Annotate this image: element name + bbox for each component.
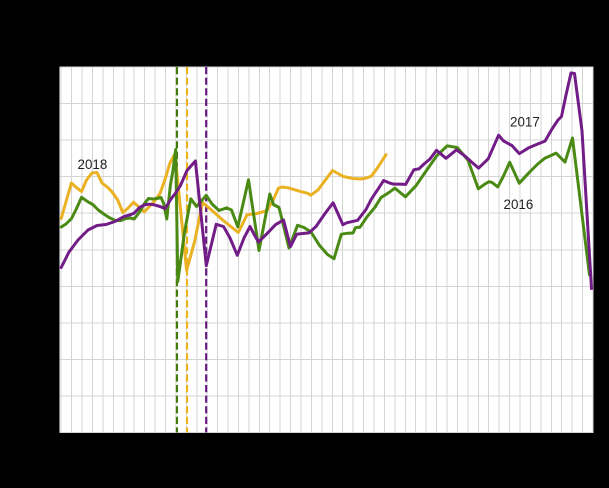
- svg-text:2016: 2016: [504, 197, 534, 212]
- svg-text:2018: 2018: [78, 157, 108, 172]
- svg-text:2017: 2017: [510, 115, 540, 130]
